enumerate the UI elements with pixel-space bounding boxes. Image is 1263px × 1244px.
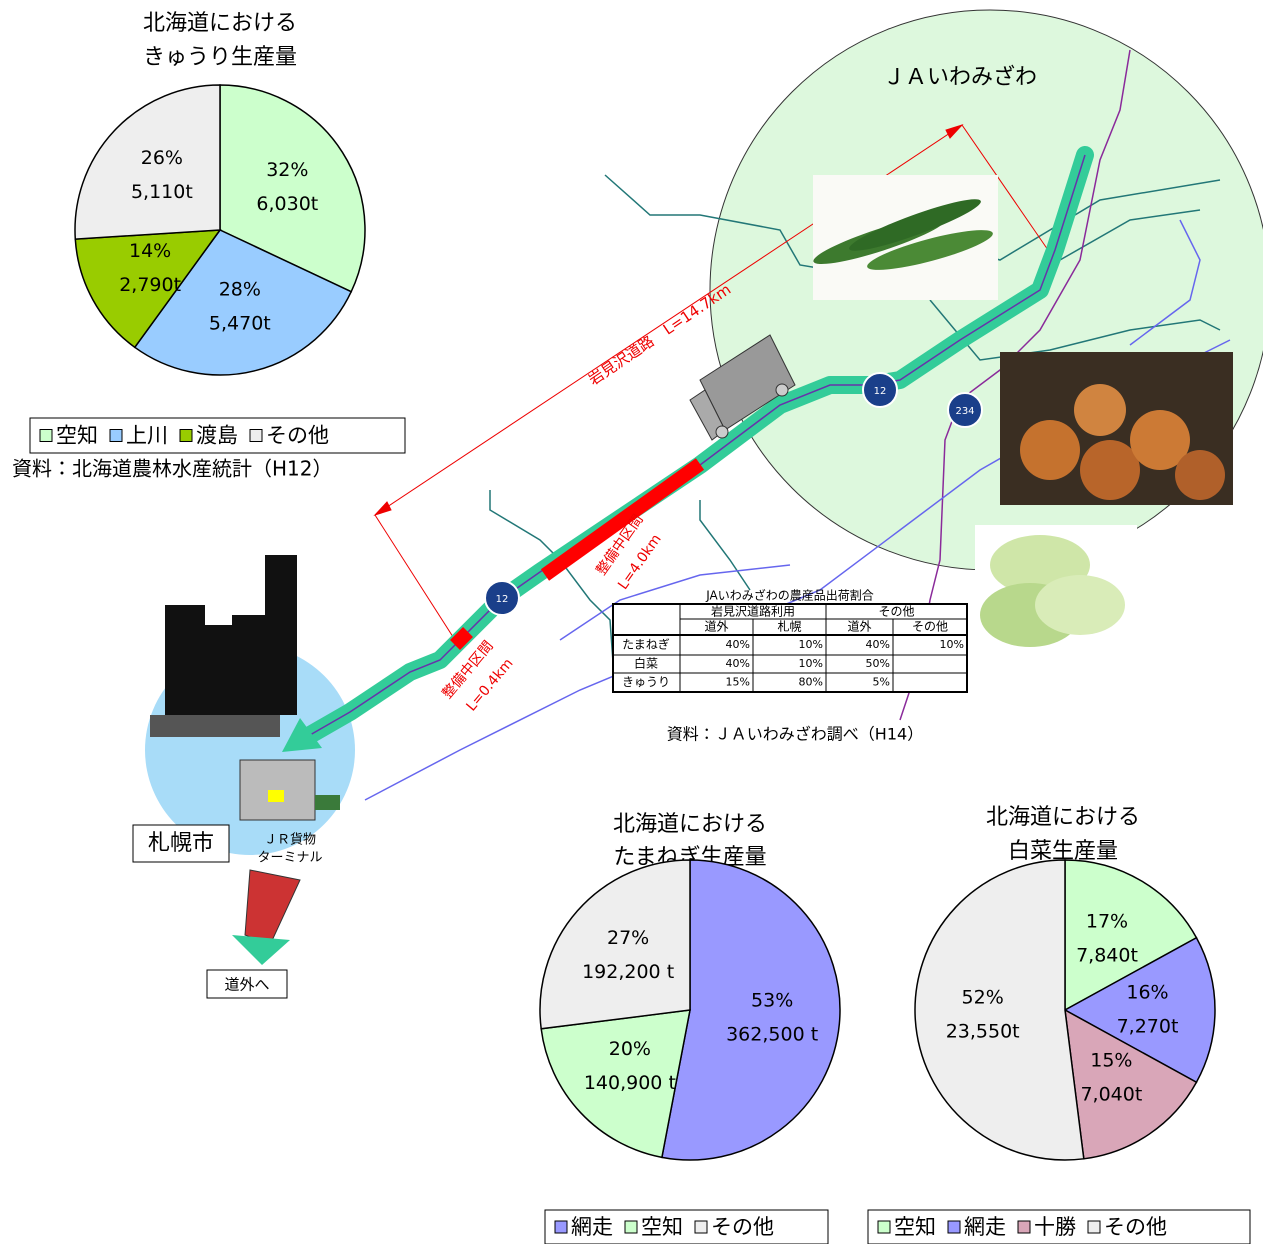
amount-label: 5,110t — [131, 181, 193, 203]
table-column: 道外 — [847, 620, 871, 634]
legend-swatch — [250, 430, 262, 442]
table-column: その他 — [912, 620, 948, 634]
legend-label: 空知 — [894, 1215, 936, 1239]
route-number: 12 — [496, 594, 509, 605]
value-label: 32% — [266, 159, 308, 181]
legend-swatch — [1088, 1221, 1100, 1233]
legend-swatch — [555, 1221, 567, 1233]
terminal-label: ＪＲ貨物 — [264, 832, 316, 848]
legend-label: 十勝 — [1034, 1215, 1076, 1239]
value-label: 20% — [609, 1038, 651, 1060]
chart-source: 資料：北海道農林水産統計（H12） — [12, 457, 333, 481]
table-cell: 50% — [866, 657, 890, 670]
section-long — [545, 464, 700, 575]
value-label: 53% — [751, 989, 793, 1011]
cabbage-photo — [975, 525, 1137, 667]
legend-swatch — [180, 430, 192, 442]
table-column: 道外 — [704, 620, 728, 634]
legend-label: その他 — [266, 424, 329, 448]
value-label: 17% — [1086, 910, 1128, 932]
value-label: 15% — [1090, 1050, 1132, 1072]
chart-title: きゅうり生産量 — [143, 45, 297, 70]
table-column: 札幌 — [777, 619, 801, 634]
amount-label: 2,790t — [119, 274, 181, 296]
legend-swatch — [625, 1221, 637, 1233]
amount-label: 7,840t — [1076, 944, 1138, 966]
table-cell: 40% — [726, 657, 750, 670]
infographic: 12 234 12 ＪＡいわみざわ 岩見沢道路 L=14.7km — [0, 0, 1263, 1244]
legend-label: 空知 — [641, 1215, 683, 1239]
amount-label: 6,030t — [256, 193, 318, 215]
value-label: 28% — [219, 279, 261, 301]
train — [245, 870, 300, 945]
arrow-head — [375, 502, 391, 515]
amount-label: 192,200 t — [582, 961, 674, 983]
chart-title: 北海道における — [143, 11, 297, 36]
legend-swatch — [1018, 1221, 1030, 1233]
amount-label: 140,900 t — [584, 1072, 676, 1094]
amount-label: 7,270t — [1117, 1016, 1179, 1038]
table-cell: 40% — [866, 638, 890, 651]
table-cell: 10% — [799, 638, 823, 651]
section-short — [455, 632, 468, 645]
legend-swatch — [695, 1221, 707, 1233]
amount-label: 5,470t — [209, 313, 271, 335]
table-cell: 5% — [873, 676, 890, 689]
value-label: 16% — [1126, 982, 1168, 1004]
legend-label: その他 — [711, 1215, 774, 1239]
legend-label: 網走 — [964, 1215, 1006, 1239]
chart-title: 北海道における — [613, 812, 767, 837]
legend-label: 渡島 — [196, 424, 238, 448]
region-label: ＪＡいわみざわ — [883, 64, 1037, 90]
cucumber-photo — [810, 175, 998, 300]
table-row-name: 白菜 — [634, 656, 658, 671]
legend-label: 空知 — [56, 424, 98, 448]
city-label: 札幌市 — [148, 831, 214, 856]
amount-label: 23,550t — [946, 1021, 1020, 1043]
table-group: 岩見沢道路利用 — [711, 604, 795, 619]
pie-slice — [915, 860, 1084, 1160]
value-label: 14% — [129, 240, 171, 262]
page: 北海道 農産品 html, body { margin: 0; padding:… — [0, 0, 1263, 1244]
value-label: 26% — [141, 147, 183, 169]
table-cell: 10% — [940, 638, 964, 651]
terminal-label: ターミナル — [257, 851, 322, 866]
legend-label: 網走 — [571, 1215, 613, 1239]
body: {"chart_data": [ {"type": "pie", "title"… — [0, 0, 1263, 1244]
table-cell: 15% — [726, 676, 750, 689]
legend-swatch — [110, 430, 122, 442]
table-title: JAいわみざわの農産品出荷割合 — [705, 588, 874, 603]
table-cell: 10% — [799, 657, 823, 670]
legend-swatch — [878, 1221, 890, 1233]
route-number: 234 — [955, 406, 974, 417]
amount-label: 7,040t — [1080, 1084, 1142, 1106]
train-arrow — [232, 935, 290, 965]
amount-label: 362,500 t — [726, 1023, 818, 1045]
river — [700, 500, 750, 590]
table-cell: 80% — [799, 676, 823, 689]
legend-label: 上川 — [126, 424, 168, 448]
destination-label: 道外へ — [224, 976, 269, 994]
value-label: 52% — [962, 987, 1004, 1009]
table-cell: 40% — [726, 638, 750, 651]
legend-label: その他 — [1104, 1215, 1167, 1239]
table-row-name: たまねぎ — [622, 638, 670, 652]
extension-line — [375, 515, 455, 640]
value-label: 27% — [607, 927, 649, 949]
onion-photo — [1000, 352, 1233, 505]
table-row-name: きゅうり — [622, 675, 670, 689]
legend-swatch — [948, 1221, 960, 1233]
route-number: 12 — [874, 386, 887, 397]
legend-swatch — [40, 430, 52, 442]
map-source: 資料：ＪＡいわみざわ調べ（H14） — [667, 725, 923, 744]
chart-title: 北海道における — [986, 805, 1140, 830]
table-group: その他 — [878, 605, 914, 619]
